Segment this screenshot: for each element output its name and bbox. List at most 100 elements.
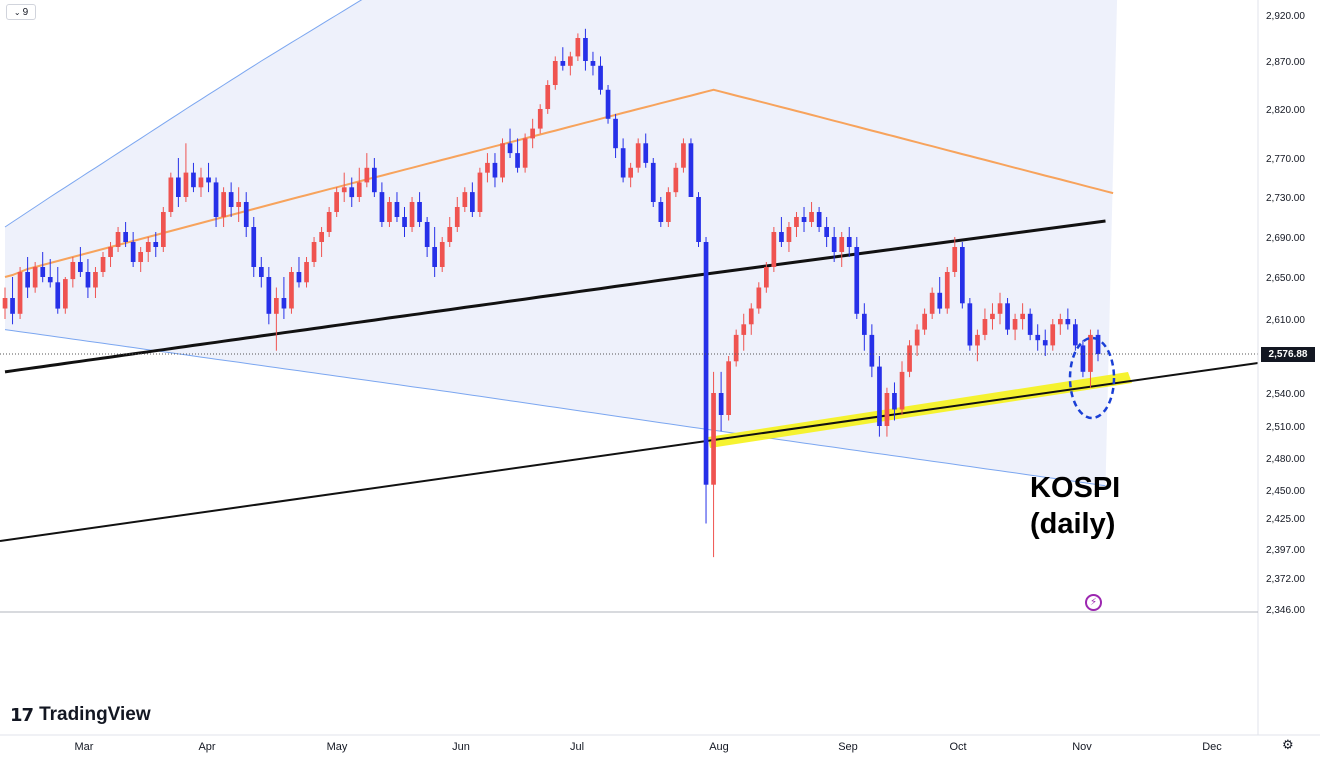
candle (10, 277, 15, 325)
candle (733, 329, 739, 367)
candle (372, 158, 377, 197)
candle-body (2, 298, 8, 309)
candle-body (560, 61, 566, 66)
candle (515, 138, 520, 173)
candle-body (718, 393, 724, 415)
candle (198, 167, 204, 197)
candle (447, 217, 453, 247)
candle-body (590, 61, 596, 66)
candle (454, 197, 460, 232)
interval-selector[interactable]: ⌄ 9 (6, 4, 36, 20)
candle (40, 252, 46, 283)
candle-body (259, 267, 264, 277)
candle (598, 56, 603, 95)
candle (1035, 324, 1041, 351)
candle (213, 177, 219, 227)
candle (228, 182, 234, 217)
candle (779, 217, 784, 247)
candle (145, 237, 151, 262)
candle-body (982, 319, 988, 335)
candle-body (364, 167, 370, 183)
gear-icon[interactable]: ⚙ (1282, 737, 1294, 752)
candle-body (869, 334, 875, 367)
candle (1088, 329, 1093, 388)
candle (319, 227, 324, 257)
price-tick-label: 2,540.00 (1266, 389, 1305, 400)
candle (462, 187, 468, 212)
candle-body (839, 237, 845, 252)
candle (334, 187, 339, 217)
candle (537, 104, 543, 134)
price-tick-label: 2,920.00 (1266, 11, 1305, 22)
candle-body (937, 292, 943, 309)
moving-averages (4, 88, 1114, 374)
candle-body (1058, 319, 1063, 325)
candle-body (108, 247, 113, 257)
candle-body (462, 192, 468, 207)
bollinger-lower (4, 329, 1106, 487)
candle-body (115, 232, 121, 247)
interval-label: 9 (22, 6, 29, 18)
candle-body (809, 212, 814, 222)
candle (975, 329, 980, 362)
candle-body (394, 202, 400, 217)
candle (960, 242, 965, 309)
candle (500, 138, 505, 183)
candle-body (748, 308, 754, 325)
candle (869, 324, 875, 378)
time-axis: Mar Apr May Jun Jul Aug Sep Oct Nov Dec (75, 741, 1223, 753)
candle (32, 262, 38, 293)
bollinger-upper (4, 0, 363, 228)
candle (530, 118, 535, 149)
candle-body (899, 371, 905, 410)
candle-body (831, 237, 837, 252)
candle-body (990, 313, 995, 320)
candle-body (55, 282, 61, 309)
support-trendline (0, 362, 1259, 542)
price-tick-label: 2,425.00 (1266, 514, 1305, 525)
tradingview-brand[interactable]: 17 TradingView (10, 704, 151, 726)
candle (477, 167, 483, 217)
candle-body (304, 262, 309, 283)
candle-body (236, 202, 241, 207)
candle (47, 259, 53, 288)
ma50-line (4, 88, 1114, 278)
candle-body (507, 143, 513, 154)
candle-body (243, 202, 249, 227)
candle (168, 172, 174, 217)
candle (583, 28, 588, 71)
time-tick-label: Dec (1202, 741, 1222, 753)
candle-body (470, 192, 475, 212)
candle-body (424, 222, 430, 247)
candle-body (432, 247, 437, 267)
flash-icon[interactable]: ⚡ (1085, 594, 1102, 611)
candle-body (25, 272, 30, 288)
candle-body (786, 227, 792, 242)
candle-body (372, 167, 377, 193)
candle (1058, 313, 1063, 335)
candle-body (929, 292, 935, 314)
candle (590, 51, 596, 76)
candle (801, 207, 807, 232)
candle-body (779, 232, 784, 242)
price-tick-label: 2,397.00 (1266, 545, 1305, 556)
candle (726, 356, 731, 421)
candle (741, 313, 747, 351)
candle-body (274, 298, 279, 314)
candle (236, 187, 241, 222)
candle (183, 143, 189, 202)
candle (681, 138, 686, 173)
candle (643, 133, 649, 168)
candle-body (877, 366, 882, 426)
candle-body (130, 242, 136, 262)
chevron-down-icon: ⌄ (13, 7, 21, 17)
candle (243, 192, 249, 237)
price-tick-label: 2,450.00 (1266, 486, 1305, 497)
candle-body (643, 143, 649, 163)
candle (771, 227, 777, 272)
candle-body (1095, 334, 1101, 355)
tradingview-logo-icon: 17 (10, 704, 34, 726)
candle (756, 282, 762, 314)
candle (85, 259, 91, 298)
